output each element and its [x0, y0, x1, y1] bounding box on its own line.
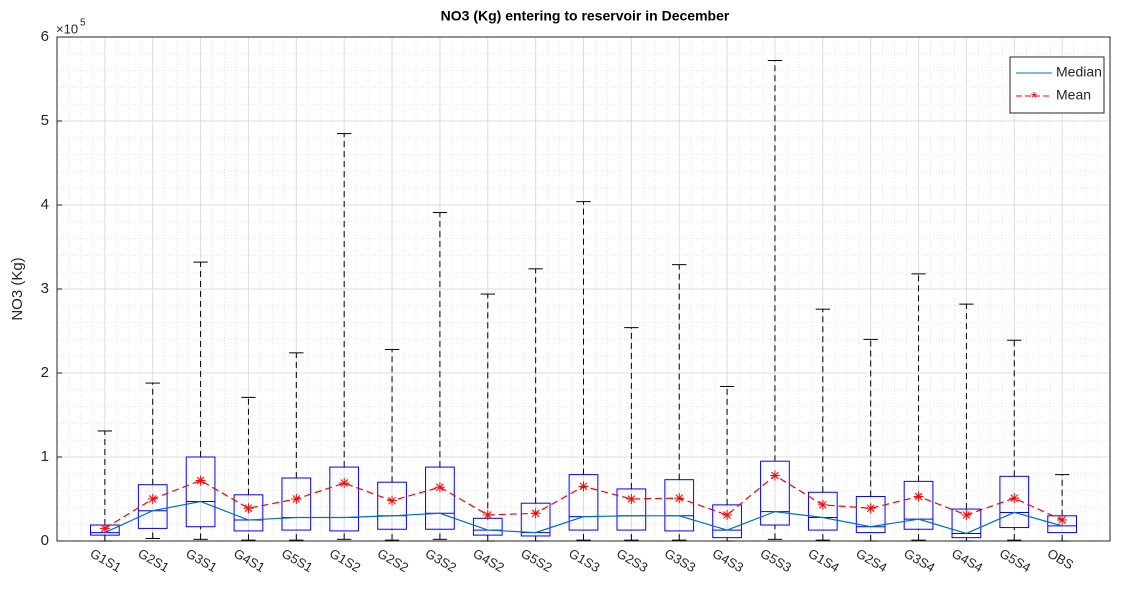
y-tick-label: 6	[41, 28, 49, 45]
mean-marker	[482, 509, 493, 520]
mean-marker-stroke	[866, 504, 875, 513]
mean-marker-stroke	[292, 495, 301, 503]
mean-marker	[722, 509, 733, 520]
box	[807, 491, 838, 531]
mean-marker	[99, 523, 110, 534]
box	[568, 474, 599, 531]
box	[233, 494, 264, 532]
median-line	[104, 500, 1063, 535]
mean-marker-stroke	[483, 511, 492, 519]
legend-marker: *	[1031, 90, 1037, 107]
mean-marker	[339, 478, 350, 489]
y-tick-label: 1	[41, 448, 49, 465]
mean-marker	[865, 503, 876, 514]
mean-marker	[674, 493, 685, 504]
mean-marker-stroke	[101, 524, 109, 533]
y-axis-label: NO3 (Kg)	[9, 257, 26, 320]
mean-marker	[626, 494, 637, 504]
box	[951, 508, 982, 539]
box	[664, 479, 695, 532]
chart-title: NO3 (Kg) entering to reservoir in Decemb…	[441, 8, 730, 24]
box	[616, 488, 647, 531]
mean-marker-stroke	[627, 495, 636, 503]
mean-marker-stroke	[818, 501, 827, 509]
legend-label: Median	[1056, 64, 1102, 80]
mean-marker-stroke	[531, 509, 540, 518]
mean-marker-stroke	[771, 471, 779, 480]
plot-frame	[56, 36, 1111, 542]
box	[855, 495, 886, 534]
y-multiplier-exponent: 5	[80, 18, 86, 29]
mean-marker-stroke	[244, 504, 253, 513]
box	[185, 456, 216, 528]
mean-marker	[291, 494, 302, 504]
mean-marker	[1057, 515, 1068, 525]
mean-marker-stroke	[675, 494, 684, 503]
box	[999, 475, 1030, 529]
mean-marker-stroke	[579, 482, 588, 491]
mean-marker-stroke	[1010, 494, 1019, 503]
mean-marker	[769, 470, 780, 481]
mean-marker	[434, 482, 445, 493]
y-tick-label: 5	[41, 112, 49, 129]
mean-marker	[147, 494, 158, 504]
mean-marker-stroke	[196, 476, 205, 485]
y-tick-label: 3	[41, 280, 49, 297]
y-tick-label: 0	[41, 532, 49, 549]
box	[520, 502, 551, 537]
mean-marker	[961, 509, 972, 520]
mean-marker-stroke	[962, 511, 971, 519]
mean-marker	[913, 491, 924, 502]
mean-marker	[1009, 493, 1020, 504]
mean-marker	[530, 508, 541, 519]
legend-box	[1009, 56, 1105, 114]
mean-marker-stroke	[723, 511, 731, 519]
mean-marker	[817, 499, 828, 510]
mean-marker	[387, 495, 398, 506]
y-multiplier: ×10	[56, 21, 78, 36]
mean-marker	[195, 475, 206, 486]
box	[377, 481, 407, 530]
mean-marker-stroke	[148, 495, 157, 503]
box	[903, 480, 934, 530]
mean-marker-stroke	[340, 479, 349, 487]
legend-label: Mean	[1056, 87, 1091, 103]
mean-marker-stroke	[1058, 516, 1066, 524]
mean-marker	[578, 481, 589, 492]
box	[712, 504, 742, 539]
box	[329, 466, 360, 532]
box	[425, 466, 455, 530]
mean-marker-stroke	[436, 483, 444, 492]
box	[760, 460, 790, 526]
mean-marker-stroke	[388, 496, 396, 505]
box	[281, 477, 312, 531]
box	[137, 484, 168, 529]
mean-marker	[243, 503, 254, 514]
y-tick-label: 4	[41, 196, 49, 213]
mean-marker-stroke	[914, 492, 923, 501]
y-tick-label: 2	[41, 364, 49, 381]
